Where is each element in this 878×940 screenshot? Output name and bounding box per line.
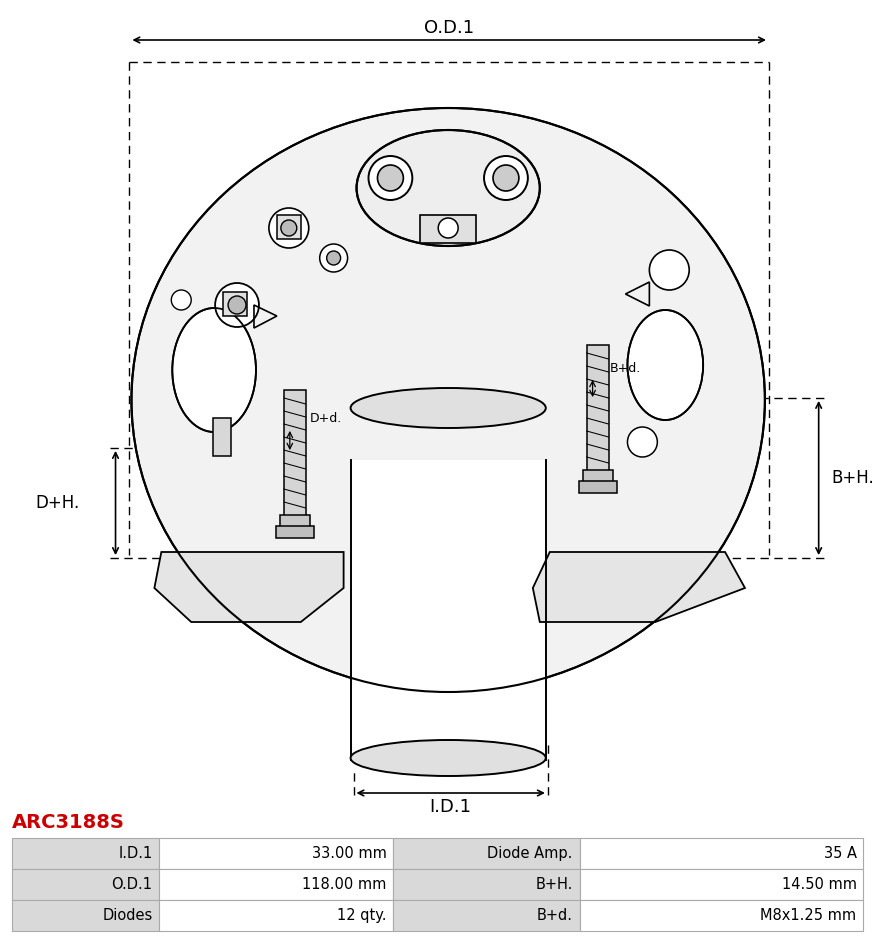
Ellipse shape xyxy=(438,218,457,238)
Bar xyxy=(350,460,545,770)
Bar xyxy=(223,292,247,316)
Ellipse shape xyxy=(215,283,259,327)
Ellipse shape xyxy=(320,244,347,272)
Text: 118.00 mm: 118.00 mm xyxy=(302,877,386,892)
Bar xyxy=(393,900,579,931)
Ellipse shape xyxy=(493,165,518,191)
Ellipse shape xyxy=(327,251,341,265)
Ellipse shape xyxy=(627,310,702,420)
Text: D+d.: D+d. xyxy=(309,413,342,426)
Ellipse shape xyxy=(649,250,688,290)
Text: D+H.: D+H. xyxy=(36,494,80,512)
Bar xyxy=(276,526,313,538)
Bar xyxy=(212,418,231,456)
Bar xyxy=(159,900,393,931)
Text: I.D.1: I.D.1 xyxy=(118,846,152,861)
Text: ARC3188S: ARC3188S xyxy=(12,812,125,832)
Text: M8x1.25 mm: M8x1.25 mm xyxy=(759,908,855,923)
Bar xyxy=(420,215,476,243)
Bar xyxy=(579,869,862,900)
Text: Diode Amp.: Diode Amp. xyxy=(486,846,572,861)
Bar xyxy=(12,900,159,931)
Ellipse shape xyxy=(281,220,297,236)
Bar xyxy=(579,838,862,869)
Ellipse shape xyxy=(377,165,403,191)
Bar xyxy=(582,470,612,486)
Bar xyxy=(393,869,579,900)
Bar xyxy=(578,481,615,493)
Text: I.D.1: I.D.1 xyxy=(429,798,471,816)
Text: O.D.1: O.D.1 xyxy=(112,877,152,892)
Text: B+d.: B+d. xyxy=(536,908,572,923)
Text: B+H.: B+H. xyxy=(831,469,873,487)
Ellipse shape xyxy=(172,308,255,432)
Text: B+H.: B+H. xyxy=(535,877,572,892)
Bar xyxy=(12,869,159,900)
Ellipse shape xyxy=(368,156,412,200)
Text: 14.50 mm: 14.50 mm xyxy=(781,877,855,892)
Ellipse shape xyxy=(484,156,528,200)
Text: B+d.: B+d. xyxy=(608,362,640,374)
Ellipse shape xyxy=(627,427,657,457)
Text: 33.00 mm: 33.00 mm xyxy=(311,846,386,861)
Text: 35 A: 35 A xyxy=(823,846,855,861)
Ellipse shape xyxy=(350,388,545,428)
Ellipse shape xyxy=(269,208,308,248)
Bar xyxy=(279,515,309,531)
Polygon shape xyxy=(155,552,343,622)
Bar xyxy=(12,838,159,869)
Polygon shape xyxy=(532,552,745,622)
Bar xyxy=(159,869,393,900)
Ellipse shape xyxy=(171,290,191,310)
Ellipse shape xyxy=(356,130,539,246)
Bar xyxy=(284,390,306,520)
Text: O.D.1: O.D.1 xyxy=(423,19,474,37)
Ellipse shape xyxy=(132,108,764,692)
Bar xyxy=(277,215,300,239)
Ellipse shape xyxy=(227,296,246,314)
Text: 12 qty.: 12 qty. xyxy=(336,908,386,923)
Ellipse shape xyxy=(350,740,545,776)
Bar xyxy=(586,345,608,475)
Bar xyxy=(393,838,579,869)
Bar xyxy=(579,900,862,931)
Text: Diodes: Diodes xyxy=(102,908,152,923)
Bar xyxy=(159,838,393,869)
